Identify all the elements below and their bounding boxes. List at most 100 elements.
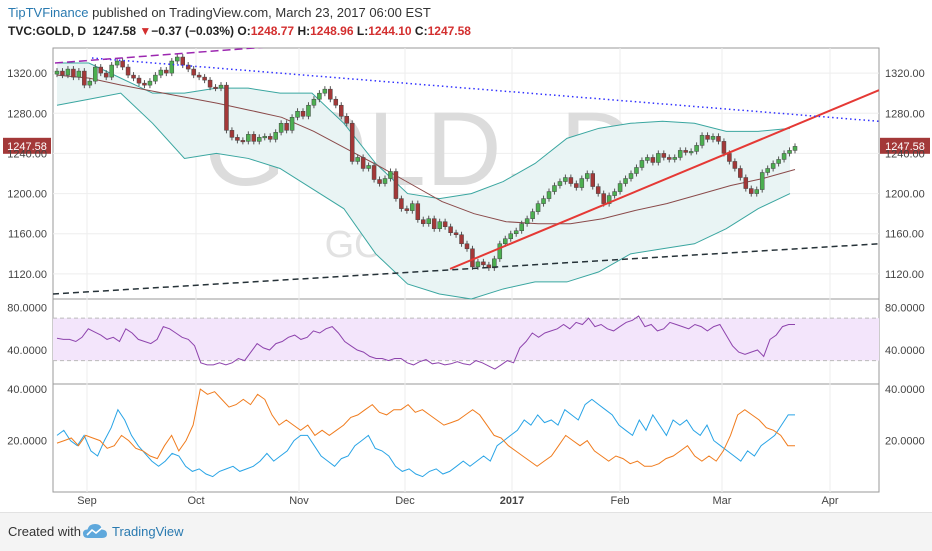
candle-body xyxy=(109,64,114,78)
candle-body xyxy=(634,167,639,174)
low-value: 1244.10 xyxy=(368,24,412,38)
close-label: C: xyxy=(414,24,428,38)
dmi-tick-label-left: 20.0000 xyxy=(7,436,47,448)
candle-body xyxy=(765,168,770,173)
candle-body xyxy=(677,150,683,158)
candle-body xyxy=(213,86,218,89)
candle-body xyxy=(120,60,125,68)
minus-di-line xyxy=(56,388,795,467)
x-tick-label: 2017 xyxy=(500,495,524,507)
bollinger-lower xyxy=(56,92,791,300)
candle-body xyxy=(207,79,213,88)
rsi-line xyxy=(56,315,795,370)
candle-body xyxy=(568,177,574,184)
symbol-legend: TVC:GOLD, D 1247.58 ▼−0.37 (−0.03%) O:12… xyxy=(8,24,471,38)
candle-body xyxy=(284,123,289,131)
candle-body xyxy=(705,135,710,140)
candle-body xyxy=(787,150,792,154)
candle-body xyxy=(574,183,579,188)
candle-body xyxy=(437,221,442,229)
candle-body xyxy=(267,136,273,140)
dmi-tick-label-right: 40.0000 xyxy=(885,384,925,396)
candle-body xyxy=(377,179,382,184)
candle-body xyxy=(738,168,743,178)
candle-body xyxy=(792,146,798,151)
candle-body xyxy=(164,69,169,74)
candle-body xyxy=(278,123,284,133)
candle-body xyxy=(328,88,333,100)
candle-body xyxy=(459,234,464,245)
candle-body xyxy=(175,56,180,62)
candle-body xyxy=(404,208,410,211)
tradingview-cloud-icon[interactable] xyxy=(82,522,108,542)
symbol: TVC:GOLD, D xyxy=(8,24,86,38)
candle-body xyxy=(754,189,759,194)
dmi-tick-label-right: 20.0000 xyxy=(885,436,925,448)
dmi-tick-label-left: 40.0000 xyxy=(7,384,47,396)
open-value: 1248.77 xyxy=(250,24,295,38)
high-label: H: xyxy=(297,24,311,38)
candle-body xyxy=(781,153,787,160)
price-label-box-right xyxy=(880,137,930,154)
candle-body xyxy=(426,218,431,224)
candle-body xyxy=(257,137,262,142)
candle-body xyxy=(202,76,207,81)
bollinger-bands xyxy=(56,62,796,300)
candle-body xyxy=(142,82,147,86)
candle-body xyxy=(453,232,459,235)
candle-body xyxy=(399,198,404,209)
candle-body xyxy=(273,132,278,140)
bollinger-fill xyxy=(57,63,790,299)
candle-body xyxy=(300,111,306,117)
rsi-tick-label-left: 80.0000 xyxy=(7,303,47,315)
candle-body xyxy=(349,123,355,162)
candle-body xyxy=(76,70,82,78)
x-tick-label: Dec xyxy=(395,495,415,507)
candle-body xyxy=(393,171,399,199)
candle-body xyxy=(590,173,595,187)
open-label: O: xyxy=(237,24,251,38)
low-label: L: xyxy=(356,24,369,38)
candle-body xyxy=(136,77,142,84)
candle-body xyxy=(530,211,535,219)
plus-di-line xyxy=(56,398,795,478)
candle-body xyxy=(743,177,749,189)
rsi-tick-label-right: 40.0000 xyxy=(885,345,925,357)
rsi-tick-label-right: 80.0000 xyxy=(885,303,925,315)
candle-body xyxy=(431,218,437,229)
publisher-link[interactable]: TipTVFinance xyxy=(8,5,89,20)
footer: Created with TradingView xyxy=(0,512,932,551)
candle-body xyxy=(601,193,606,204)
tradingview-link[interactable]: TradingView xyxy=(112,524,184,539)
candle-body xyxy=(82,70,87,86)
candle-body xyxy=(470,248,475,268)
long-term-support-line xyxy=(53,243,879,295)
candle-body xyxy=(191,68,196,76)
candle-body xyxy=(579,178,585,188)
x-tick-label: Nov xyxy=(289,495,309,507)
price-label-right: 1247.58 xyxy=(885,141,925,153)
candle-body xyxy=(595,186,601,194)
rsi-tick-label-left: 40.0000 xyxy=(7,345,47,357)
candle-body xyxy=(218,84,224,89)
candle-body xyxy=(552,185,557,192)
y-tick-label-right: 1200.00 xyxy=(885,189,925,201)
candle-body xyxy=(612,191,617,196)
candle-body xyxy=(541,198,546,204)
candle-body xyxy=(557,181,563,186)
candle-body xyxy=(475,261,481,268)
candle-body xyxy=(71,68,76,78)
candle-body xyxy=(486,264,492,269)
candle-body xyxy=(656,153,661,163)
publish-info: TipTVFinance published on TradingView.co… xyxy=(8,5,431,20)
candle-body xyxy=(311,98,317,106)
candle-body xyxy=(355,157,360,162)
close-value: 1247.58 xyxy=(427,24,471,38)
candle-body xyxy=(93,66,98,82)
rsi-indicator xyxy=(53,315,879,370)
dmi-indicator xyxy=(56,388,795,478)
candle-body xyxy=(360,157,366,169)
x-tick-label: Apr xyxy=(821,495,838,507)
change: −0.37 (−0.03%) xyxy=(151,24,235,38)
candle-body xyxy=(415,203,421,220)
